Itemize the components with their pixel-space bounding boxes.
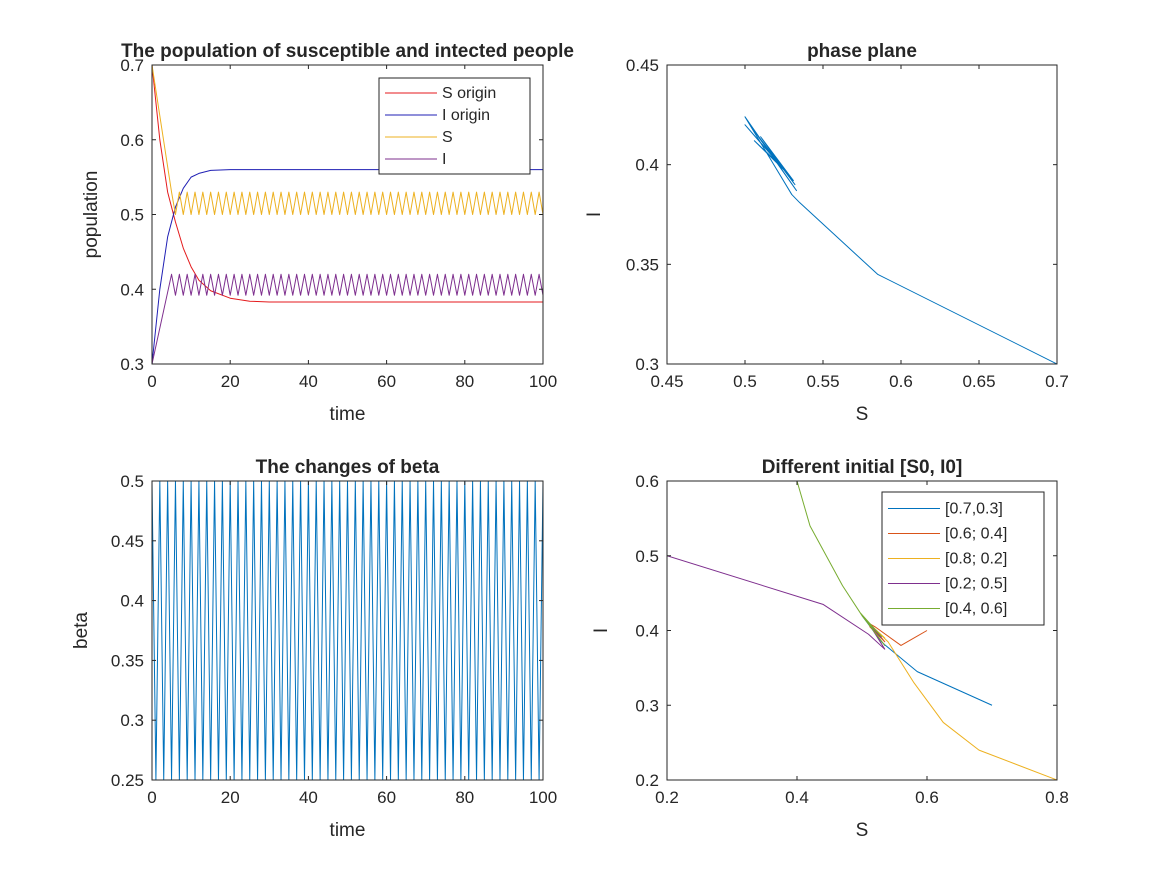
initial-legend: [0.7,0.3] [0.6; 0.4] [0.8; 0.2] [0.2; 0.5] […	[881, 491, 1045, 626]
population-legend-label: S origin	[442, 85, 496, 102]
population-chart-title: The population of susceptible and intect…	[121, 41, 574, 62]
beta-x-tick-label: 80	[455, 788, 474, 807]
initial-legend-label: [0.8; 0.2]	[945, 551, 1007, 568]
different-initial-chart: 0.2 0.4 0.6 0.8 0.2 0.3 0.4 0.5 0.6 S I Different i…	[591, 457, 1069, 841]
phase-plane-y-tick-label: 0.35	[626, 255, 659, 274]
initial-x-tick-label: 0.6	[915, 788, 939, 807]
population-y-tick-label: 0.6	[120, 131, 144, 150]
beta-y-tick-label: 0.45	[111, 532, 144, 551]
initial-legend-label: [0.7,0.3]	[945, 501, 1003, 518]
initial-y-tick-label: 0.3	[635, 696, 659, 715]
phase-plane-chart-title: phase plane	[807, 41, 917, 62]
initial-y-tick-label: 0.2	[635, 771, 659, 790]
population-y-axis-title: population	[81, 171, 102, 259]
phase-plane-plot-area	[667, 65, 1057, 364]
population-series-line-s-origin	[152, 65, 543, 303]
population-y-tick-label: 0.7	[120, 56, 144, 75]
population-series-group	[152, 65, 543, 364]
phase-plane-x-tick-label: 0.45	[650, 372, 683, 391]
population-x-tick-label: 40	[299, 372, 318, 391]
population-x-tick-label: 60	[377, 372, 396, 391]
initial-y-tick-label: 0.4	[635, 622, 659, 641]
population-legend-box	[378, 77, 531, 175]
beta-x-axis-title: time	[330, 820, 366, 841]
beta-y-tick-label: 0.25	[111, 771, 144, 790]
beta-series-group	[152, 481, 543, 780]
phase-plane-chart: 0.45 0.5 0.55 0.6 0.65 0.7 0.3 0.35 0.4 0.45 S Ipha…	[584, 41, 1069, 425]
population-y-tick-label: 0.5	[120, 206, 144, 225]
beta-y-tick-label: 0.5	[120, 472, 144, 491]
initial-legend-label: [0.4, 0.6]	[945, 601, 1007, 618]
initial-x-axis-title: S	[856, 820, 869, 841]
phase-plane-series-line-0	[744, 116, 1057, 364]
population-chart: 0 20 40 60 80 100 0.3 0.4 0.5 0.6 0.7 time populatio…	[81, 41, 574, 425]
initial-series-line-0-4-0-6	[796, 481, 886, 646]
initial-y-tick-label: 0.6	[635, 472, 659, 491]
beta-x-tick-label: 60	[377, 788, 396, 807]
phase-plane-x-axis-title: S	[856, 404, 869, 425]
beta-y-tick-label: 0.3	[120, 711, 144, 730]
population-x-tick-label: 80	[455, 372, 474, 391]
population-legend-label: I	[442, 151, 446, 168]
phase-plane-y-axis-title: I	[584, 212, 605, 217]
phase-plane-x-tick-label: 0.7	[1045, 372, 1069, 391]
initial-x-tick-label: 0.4	[785, 788, 809, 807]
beta-y-tick-label: 0.35	[111, 651, 144, 670]
initial-y-tick-label: 0.5	[635, 547, 659, 566]
phase-plane-y-tick-label: 0.4	[635, 156, 659, 175]
population-series-line-i	[152, 273, 543, 364]
phase-plane-x-tick-label: 0.65	[962, 372, 995, 391]
initial-series-group	[667, 481, 1057, 780]
beta-x-tick-label: 100	[529, 788, 557, 807]
population-y-tick-label: 0.4	[120, 280, 144, 299]
phase-plane-x-tick-label: 0.55	[806, 372, 839, 391]
beta-axes-box	[151, 480, 544, 781]
beta-x-tick-label: 0	[147, 788, 156, 807]
beta-changes-chart: 0 20 40 60 80 100 0.25 0.3 0.35 0.4 0.45 0.5 time bet…	[71, 457, 557, 841]
population-x-axis-title: time	[330, 404, 366, 425]
beta-series-line-0	[152, 481, 543, 780]
population-legend: S origin I origin SI	[378, 77, 531, 175]
initial-y-axis-title: I	[591, 628, 612, 633]
population-series-line-s	[152, 65, 543, 215]
population-legend-label: I origin	[442, 107, 490, 124]
initial-chart-title: Different initial [S0, I0]	[762, 457, 963, 478]
initial-legend-box	[881, 491, 1045, 626]
phase-plane-series-group	[744, 116, 1057, 364]
beta-x-tick-label: 40	[299, 788, 318, 807]
initial-x-tick-label: 0.2	[655, 788, 679, 807]
beta-y-axis-title: beta	[71, 612, 92, 649]
initial-legend-label: [0.6; 0.4]	[945, 526, 1007, 543]
population-x-tick-label: 100	[529, 372, 557, 391]
initial-legend-label: [0.2; 0.5]	[945, 576, 1007, 593]
beta-x-tick-label: 20	[221, 788, 240, 807]
phase-plane-x-tick-label: 0.5	[733, 372, 757, 391]
phase-plane-y-tick-label: 0.45	[626, 56, 659, 75]
initial-x-tick-label: 0.8	[1045, 788, 1069, 807]
beta-y-tick-label: 0.4	[120, 592, 144, 611]
population-series-line-i-origin	[152, 169, 543, 364]
phase-plane-axes-box	[666, 64, 1058, 365]
beta-plot-area	[152, 481, 543, 780]
population-y-tick-label: 0.3	[120, 355, 144, 374]
population-legend-label: S	[442, 129, 453, 146]
population-x-tick-label: 20	[221, 372, 240, 391]
population-x-tick-label: 0	[147, 372, 156, 391]
phase-plane-x-tick-label: 0.6	[889, 372, 913, 391]
phase-plane-y-tick-label: 0.3	[635, 355, 659, 374]
beta-chart-title: The changes of beta	[256, 457, 440, 478]
